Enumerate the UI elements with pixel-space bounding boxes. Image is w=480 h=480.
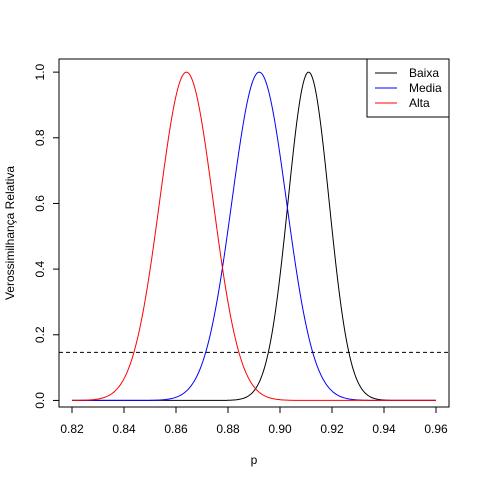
y-axis-label: Verossimilhança Relativa	[3, 166, 17, 300]
series-line-media	[72, 71, 436, 401]
series-line-baixa	[72, 71, 436, 401]
y-tick-label: 0.8	[33, 129, 47, 146]
y-axis: 0.0 0.2 0.4 0.6 0.8 1.0	[33, 63, 59, 409]
y-tick-label: 0.6	[33, 195, 47, 212]
x-tick-label: 0.92	[320, 422, 344, 436]
legend-label: Media	[409, 81, 442, 95]
x-tick-label: 0.94	[372, 422, 396, 436]
series-line-alta	[71, 71, 436, 401]
y-tick-label: 0.4	[33, 260, 47, 277]
x-tick-label: 0.96	[424, 422, 448, 436]
x-tick-label: 0.90	[268, 422, 292, 436]
x-tick-label: 0.84	[112, 422, 136, 436]
likelihood-curves	[59, 71, 449, 401]
x-tick-label: 0.88	[216, 422, 240, 436]
y-tick-label: 0.2	[33, 326, 47, 343]
y-tick-label: 1.0	[33, 63, 47, 80]
x-axis: 0.82 0.84 0.86 0.88 0.90 0.92 0.94 0.96	[60, 407, 448, 436]
x-axis-label: p	[251, 453, 258, 467]
y-tick-label: 0.0	[33, 392, 47, 409]
legend-label: Alta	[409, 96, 430, 110]
x-tick-label: 0.82	[60, 422, 84, 436]
plot-frame	[58, 58, 450, 408]
x-tick-label: 0.86	[164, 422, 188, 436]
legend-label: Baixa	[409, 66, 439, 80]
